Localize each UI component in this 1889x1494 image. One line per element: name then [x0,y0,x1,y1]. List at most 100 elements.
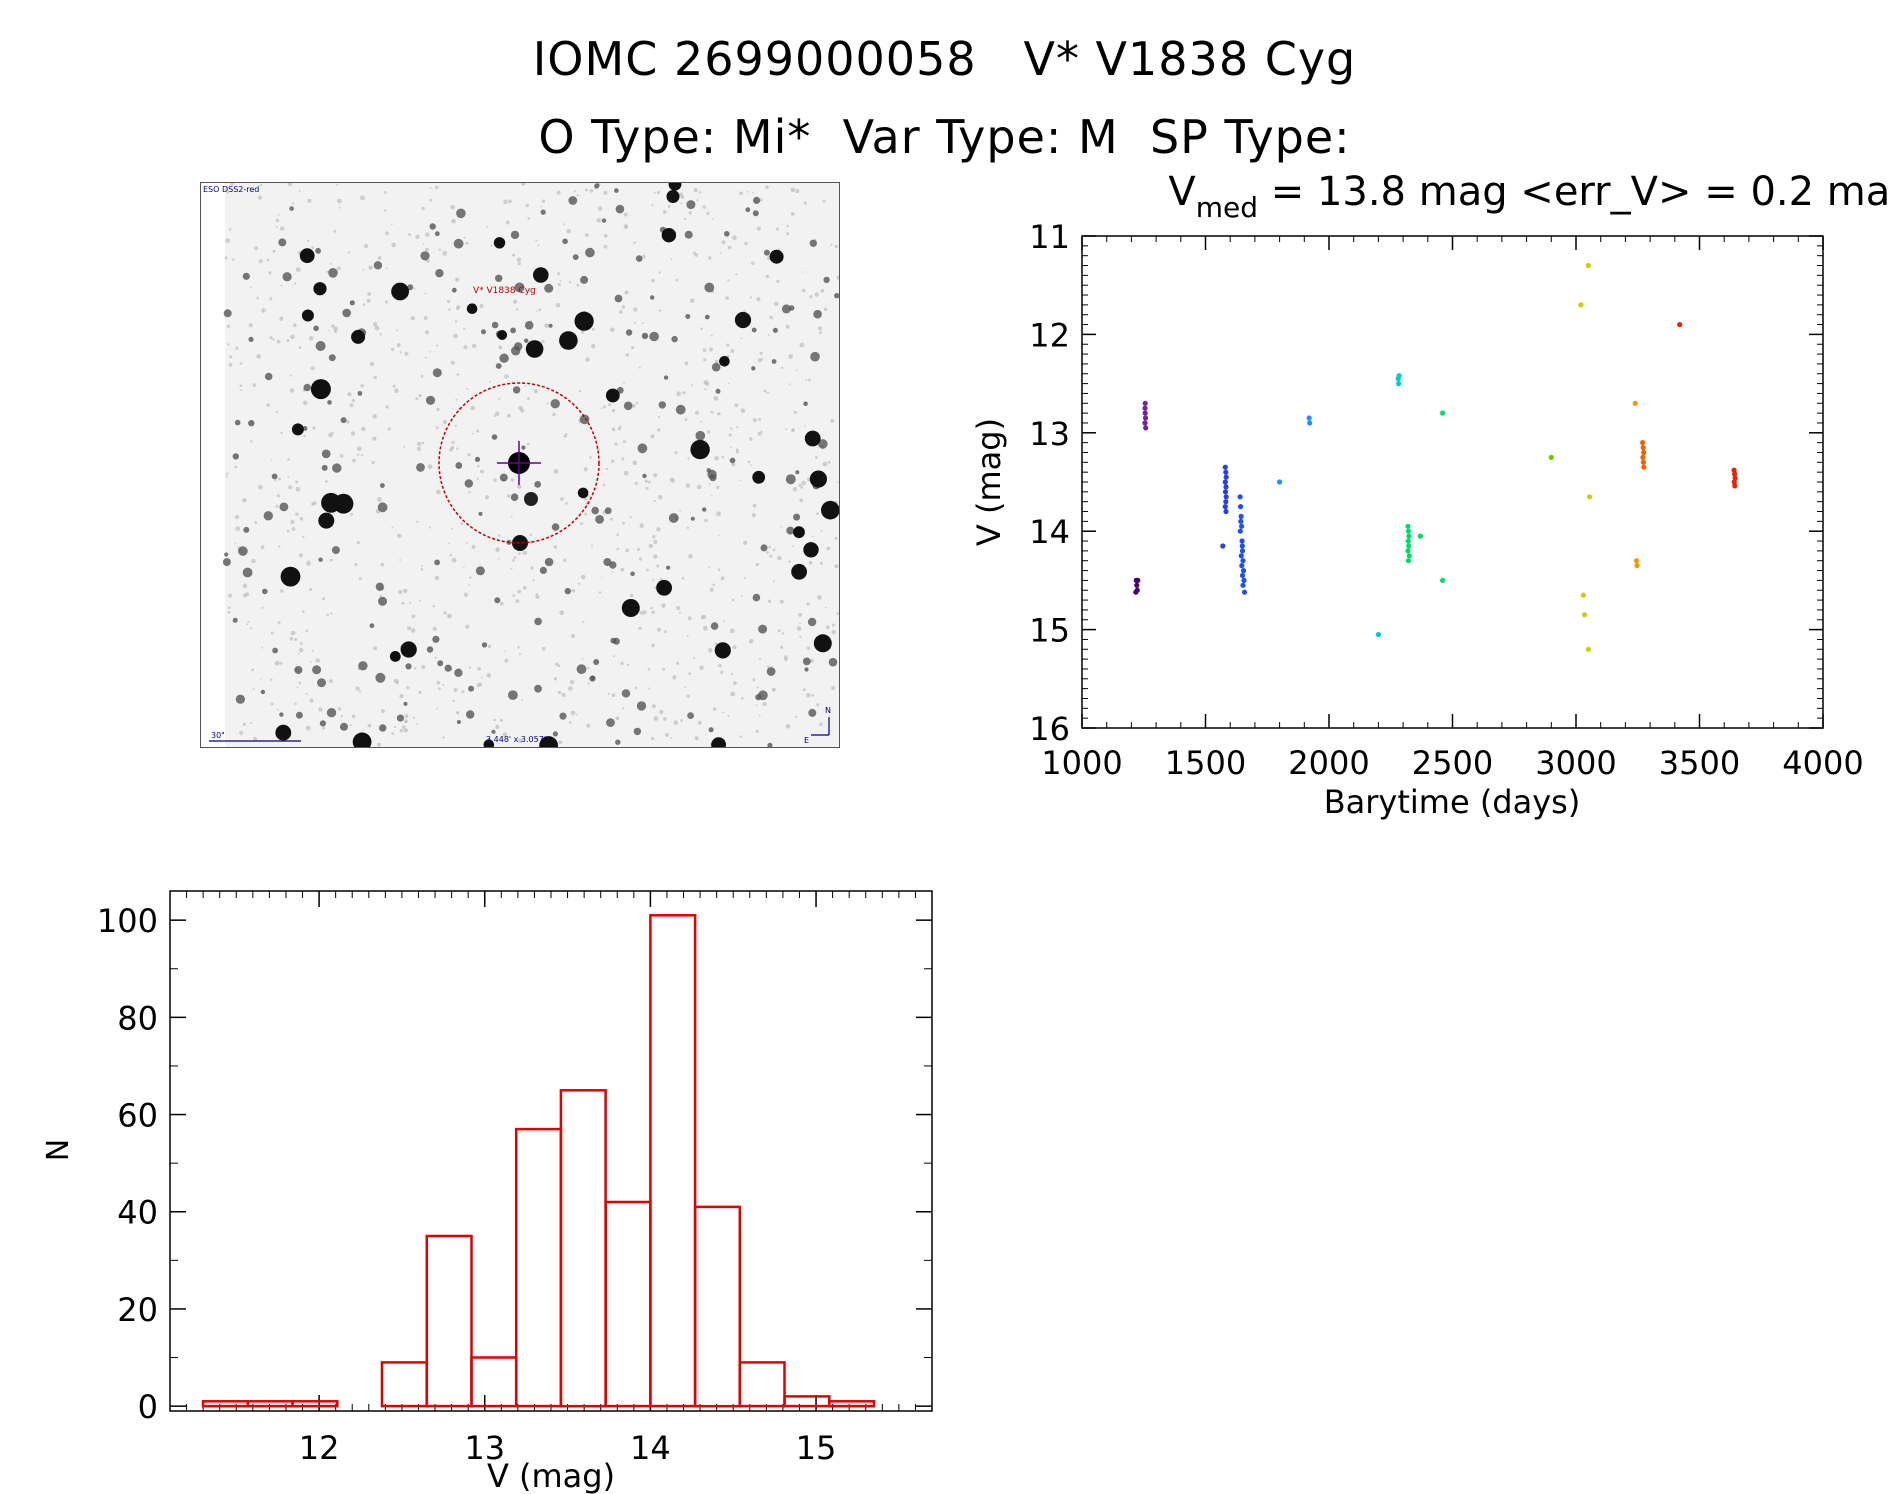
finder-star [455,462,463,469]
finder-star-faint [834,244,839,249]
finder-star-faint [512,594,516,597]
finder-star-faint [565,432,568,436]
finder-star-faint [765,274,770,279]
data-point [1585,646,1591,652]
finder-star-faint [322,726,326,730]
finder-star-faint [274,479,277,482]
finder-star-faint [420,568,424,571]
finder-star [760,544,768,552]
finder-star-faint [540,205,542,208]
finder-star-faint [294,638,298,641]
finder-star-faint [568,686,573,691]
finder-star-faint [361,454,364,457]
finder-star-faint [460,522,464,526]
finder-star-faint [674,451,678,455]
finder-star-faint [659,709,664,715]
finder-star-faint [568,721,572,724]
finder-star-faint [796,626,802,631]
finder-star-faint [250,440,253,443]
finder-star-faint [393,725,397,729]
finder-star [373,261,383,270]
finder-star-faint [450,360,455,365]
finder-star-faint [339,454,344,458]
finder-star-faint [590,544,593,547]
finder-star-faint [830,418,835,423]
finder-star [763,249,770,256]
finder-star-faint [415,397,419,401]
finder-star-faint [275,218,280,223]
finder-star-faint [411,614,416,619]
data-point [1142,415,1149,421]
finder-star-faint [247,620,250,623]
finder-star-faint [675,278,679,282]
finder-star-bright [512,535,528,551]
finder-star [781,304,791,314]
finder-star-faint [449,554,452,557]
finder-star-faint [415,234,420,239]
finder-star [453,238,464,249]
finder-star [666,565,671,570]
finder-star-faint [552,412,556,417]
finder-star-faint [429,186,432,189]
finder-star-faint [623,382,625,384]
data-point [1405,523,1411,529]
finder-star-faint [579,522,583,526]
finder-star [534,684,542,693]
finder-star-faint [634,481,638,485]
finder-star-faint [662,667,666,671]
finder-star-faint [275,504,279,508]
finder-star-faint [391,223,393,225]
finder-star [432,368,442,378]
finder-star-faint [834,564,839,569]
finder-star-faint [672,675,677,680]
finder-star [604,507,612,515]
finder-star-faint [736,426,739,429]
finder-star-faint [465,624,470,629]
finder-star-faint [703,358,707,362]
finder-star-faint [686,694,690,698]
finder-star-faint [799,622,801,625]
finder-star-faint [740,408,746,413]
finder-star-faint [227,343,230,346]
finder-star-faint [629,516,632,519]
finder-star [755,694,762,701]
hist-y-tick-label: 60 [117,1097,158,1135]
finder-star-faint [561,693,566,697]
x-tick-label: 4000 [1782,744,1863,782]
data-point [1633,558,1640,564]
finder-star-faint [801,480,806,486]
finder-star-faint [380,709,385,714]
finder-star-faint [298,681,301,685]
finder-star [649,331,659,342]
finder-star [248,420,255,427]
finder-star-faint [434,575,440,581]
finder-star-faint [289,374,292,377]
finder-star-faint [522,586,527,590]
finder-star-faint [448,542,450,544]
finder-star-faint [688,211,692,215]
finder-star-faint [385,405,389,409]
finder-star [321,464,328,471]
finder-star-faint [559,280,562,282]
finder-star [279,502,289,512]
data-point [1396,381,1402,387]
data-point [1222,479,1228,485]
finder-star-faint [653,554,658,559]
finder-star-faint [708,483,711,485]
finder-star-faint [816,703,820,707]
data-point [1239,572,1246,579]
finder-star-faint [379,594,382,598]
data-point [1641,449,1647,456]
finder-star-faint [254,521,258,524]
light-curve-xlabel: Barytime (days) [1324,783,1581,821]
data-point [1223,474,1229,480]
finder-star-faint [658,309,662,312]
finder-star-faint [803,201,808,205]
finder-star-faint [442,683,445,686]
finder-star-faint [749,639,754,644]
finder-star-faint [710,334,713,337]
data-point [1396,373,1402,379]
finder-star [704,282,715,293]
finder-star [332,463,342,473]
finder-star-faint [493,718,496,722]
